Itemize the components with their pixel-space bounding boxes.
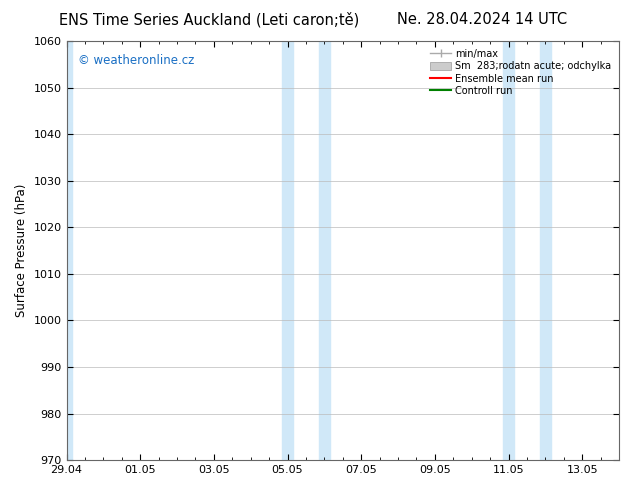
Y-axis label: Surface Pressure (hPa): Surface Pressure (hPa) (15, 184, 28, 318)
Text: ENS Time Series Auckland (Leti caron;tě): ENS Time Series Auckland (Leti caron;tě) (59, 12, 359, 28)
Bar (503, 41, 514, 460)
Bar (65, 41, 72, 460)
Bar (319, 41, 330, 460)
Text: © weatheronline.cz: © weatheronline.cz (77, 53, 194, 67)
Bar (282, 41, 293, 460)
Legend: min/max, Sm  283;rodatn acute; odchylka, Ensemble mean run, Controll run: min/max, Sm 283;rodatn acute; odchylka, … (427, 46, 614, 99)
Text: Ne. 28.04.2024 14 UTC: Ne. 28.04.2024 14 UTC (397, 12, 567, 27)
Bar (540, 41, 551, 460)
